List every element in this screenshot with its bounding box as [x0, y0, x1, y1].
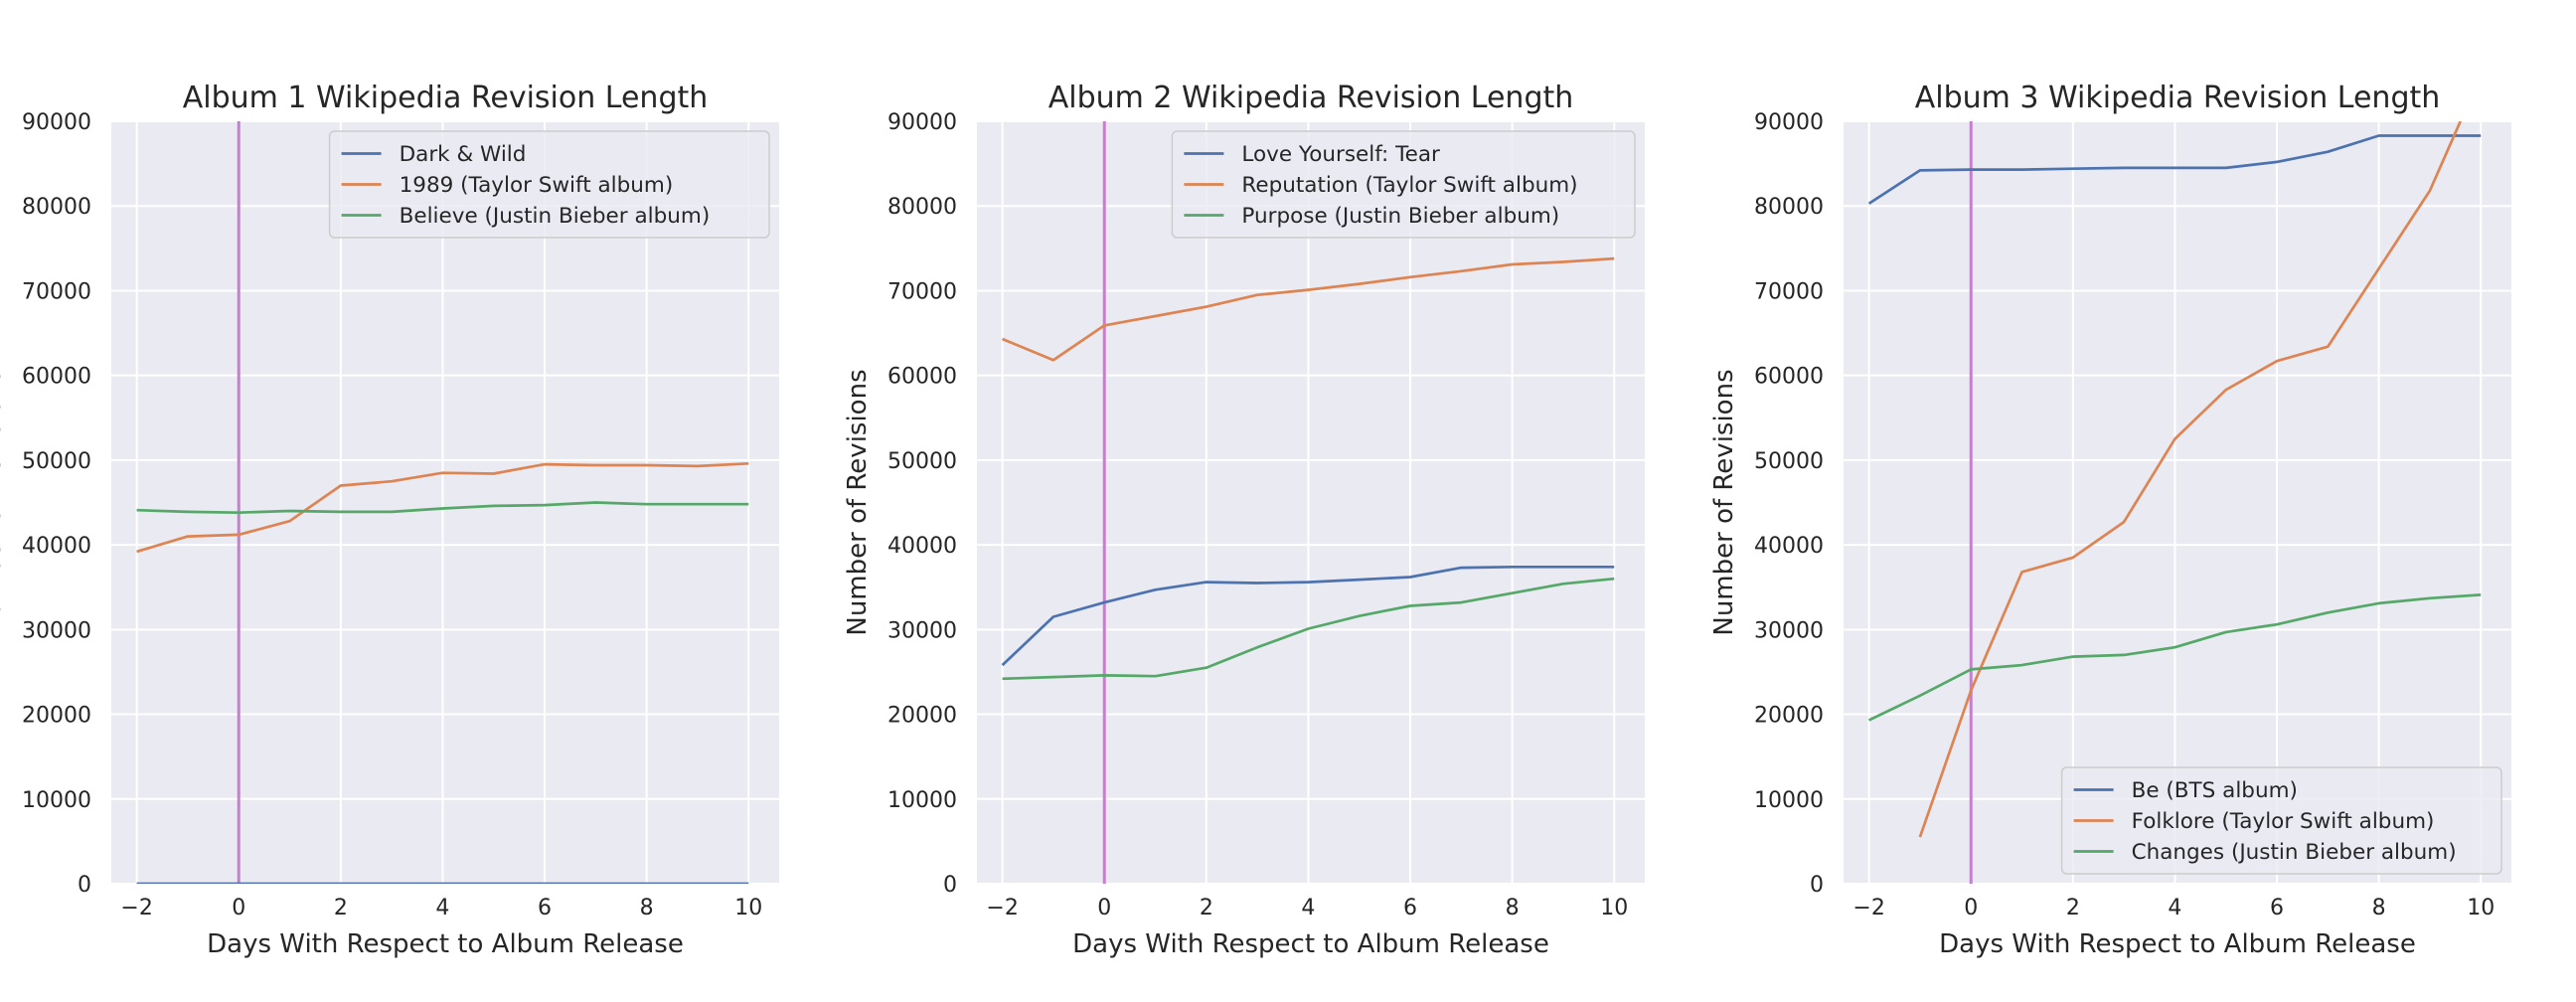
plot-background — [1844, 121, 2511, 884]
series-line-2 — [1918, 121, 2462, 838]
x-tick-label: 4 — [435, 896, 449, 920]
y-axis-label: Number of Revisions — [843, 369, 873, 635]
chart-title: Album 1 Wikipedia Revision Length — [183, 81, 709, 115]
chart-panel-3: 0 10000 20000 30000 40000 50000 60000 70000 8000… — [1709, 81, 2511, 959]
series-line-1 — [1001, 565, 1615, 667]
y-tick-label: 50000 — [887, 449, 957, 474]
y-tick-label: 20000 — [1754, 704, 1824, 729]
y-tick-label: 80000 — [887, 195, 957, 220]
legend: Be (BTS album) Folklore (Taylor Swift alb… — [2060, 766, 2502, 875]
y-tick-label: 60000 — [1754, 365, 1824, 390]
y-tick-label: 10000 — [22, 788, 91, 813]
x-tick-label: 2 — [2066, 896, 2080, 920]
legend: Love Yourself: Tear Reputation (Taylor Sw… — [1171, 130, 1636, 239]
y-tick-label: 90000 — [1754, 110, 1824, 135]
x-tick-label: 0 — [1964, 896, 1978, 920]
x-tick-label: 0 — [1097, 896, 1111, 920]
y-tick-label: 0 — [1810, 873, 1824, 898]
legend-label: Be (BTS album) — [2132, 778, 2298, 803]
y-tick-label: 90000 — [887, 110, 957, 135]
y-tick-label: 70000 — [22, 279, 91, 304]
y-tick-label: 0 — [78, 873, 91, 898]
y-tick-label: 50000 — [22, 449, 91, 474]
series-line-2 — [1002, 256, 1615, 362]
series-line-3 — [1868, 593, 2482, 722]
y-tick-label: 30000 — [1754, 618, 1824, 643]
y-tick-label: 20000 — [887, 704, 957, 729]
legend-label: Folklore (Taylor Swift album) — [2132, 809, 2435, 834]
x-tick-label: −2 — [986, 896, 1018, 920]
x-axis-label: Days With Respect to Album Release — [1072, 929, 1549, 959]
x-tick-label: 2 — [334, 896, 348, 920]
x-tick-label: −2 — [120, 896, 152, 920]
x-tick-label: 0 — [232, 896, 245, 920]
y-tick-label: 60000 — [887, 365, 957, 390]
y-tick-label: 90000 — [22, 110, 91, 135]
series-line-3 — [136, 501, 749, 515]
legend-box — [2060, 766, 2502, 875]
x-tick-label: 6 — [1403, 896, 1417, 920]
y-tick-label: 10000 — [1754, 788, 1824, 813]
y-axis-label: Number of Revisions — [1709, 369, 1739, 635]
legend-label: Purpose (Justin Bieber album) — [1241, 204, 1559, 229]
legend-label: Dark & Wild — [400, 142, 527, 167]
legend-box — [328, 130, 770, 239]
plot-background — [111, 121, 779, 884]
chart-panel-2: 0 10000 20000 30000 40000 50000 60000 70000 8000… — [843, 81, 1645, 959]
x-tick-label: 8 — [640, 896, 654, 920]
x-tick-label: 8 — [2372, 896, 2386, 920]
legend-label: Reputation (Taylor Swift album) — [1241, 173, 1577, 198]
y-tick-label: 10000 — [887, 788, 957, 813]
y-tick-label: 60000 — [22, 365, 91, 390]
y-tick-label: 0 — [943, 873, 957, 898]
legend-box — [1171, 130, 1636, 239]
y-tick-label: 40000 — [22, 534, 91, 559]
y-tick-label: 80000 — [1754, 195, 1824, 220]
series-line-1 — [1867, 134, 2482, 205]
y-axis-label: Number of Revisions — [0, 369, 7, 635]
x-tick-label: 10 — [1600, 896, 1628, 920]
x-tick-label: 10 — [2467, 896, 2495, 920]
x-tick-label: 2 — [1200, 896, 1213, 920]
x-tick-label: 10 — [734, 896, 762, 920]
y-tick-label: 70000 — [1754, 279, 1824, 304]
x-tick-label: 8 — [1506, 896, 1520, 920]
x-tick-label: 4 — [1301, 896, 1315, 920]
legend: Dark & Wild 1989 (Taylor Swift album) Beli… — [328, 130, 770, 239]
x-tick-label: 6 — [2270, 896, 2284, 920]
series-line-2 — [136, 461, 749, 554]
legend-label: Changes (Justin Bieber album) — [2132, 840, 2457, 865]
chart-panel-1: 0 10000 20000 30000 40000 50000 60000 70000 8000… — [0, 81, 779, 959]
x-tick-label: −2 — [1852, 896, 1884, 920]
y-tick-label: 40000 — [887, 534, 957, 559]
legend-label: 1989 (Taylor Swift album) — [400, 173, 674, 198]
y-tick-label: 30000 — [887, 618, 957, 643]
x-tick-label: 6 — [538, 896, 552, 920]
chart-title: Album 2 Wikipedia Revision Length — [1048, 81, 1574, 115]
plot-background — [977, 121, 1645, 884]
series-line-3 — [1002, 577, 1615, 681]
y-tick-label: 50000 — [1754, 449, 1824, 474]
legend-label: Believe (Justin Bieber album) — [400, 204, 711, 229]
y-tick-label: 20000 — [22, 704, 91, 729]
x-axis-label: Days With Respect to Album Release — [207, 929, 684, 959]
legend-label: Love Yourself: Tear — [1241, 142, 1440, 167]
x-tick-label: 4 — [2168, 896, 2181, 920]
chart-title: Album 3 Wikipedia Revision Length — [1915, 81, 2441, 115]
y-tick-label: 40000 — [1754, 534, 1824, 559]
y-tick-label: 80000 — [22, 195, 91, 220]
x-axis-label: Days With Respect to Album Release — [1939, 929, 2416, 959]
y-tick-label: 30000 — [22, 618, 91, 643]
y-tick-label: 70000 — [887, 279, 957, 304]
